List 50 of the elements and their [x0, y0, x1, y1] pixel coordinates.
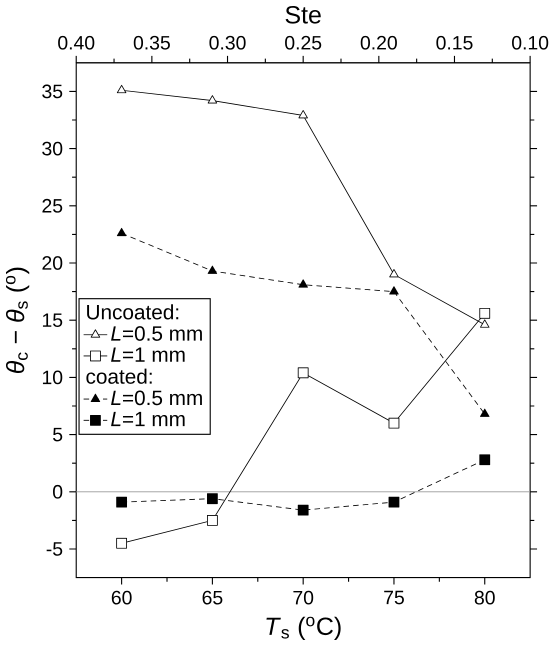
- x-tick-label: 70: [293, 590, 314, 605]
- y-tick-label: 0: [53, 484, 62, 499]
- y-tick-label: 20: [42, 256, 62, 270]
- legend-label: L=1 mm: [111, 347, 185, 362]
- y-axis-title: θ$_{c}$ − θ$_{s}$ ($^{o}$): [6, 268, 30, 374]
- legend-label: L=1 mm: [111, 412, 185, 426]
- point: [389, 286, 399, 295]
- y-tick-label: 25: [42, 198, 62, 213]
- point: [388, 496, 400, 508]
- y-tick-label: 5: [53, 428, 62, 442]
- x-tick-label: 65: [202, 590, 222, 605]
- point: [298, 367, 309, 378]
- y-tick-label: 15: [42, 313, 62, 327]
- x-tick-label: 75: [384, 590, 404, 604]
- annotation: Uncoated:: [87, 304, 178, 320]
- point: [116, 84, 126, 94]
- point: [208, 95, 218, 104]
- point: [388, 418, 400, 429]
- x-tick-label: 60: [112, 590, 132, 605]
- y-tick-label: 30: [42, 142, 62, 156]
- point: [207, 515, 218, 526]
- point: [479, 308, 490, 319]
- x2-tick-label: 0.35: [134, 36, 170, 50]
- point: [116, 538, 128, 549]
- legend-label: L=0.5 mm: [111, 390, 202, 406]
- legend-label: L=0.5 mm: [111, 326, 202, 341]
- point: [298, 279, 308, 288]
- point: [207, 493, 218, 504]
- x2-tick-label: 0.10: [512, 36, 548, 50]
- point: [389, 269, 399, 278]
- annotation: coated:: [86, 368, 152, 384]
- x2-tick-label: 0.25: [285, 36, 322, 50]
- point: [116, 496, 128, 508]
- y-tick-label: -5: [46, 542, 62, 556]
- point: [480, 319, 490, 328]
- x2-axis-title: Ste: [286, 6, 321, 24]
- x-axis-title: T$_{s}$ ($^{o}$C): [266, 616, 341, 640]
- x-tick-label: 80: [474, 590, 495, 605]
- x2-tick-label: 0.20: [360, 36, 397, 50]
- y-tick-label: 35: [42, 84, 62, 98]
- y-tick-label: 10: [42, 370, 62, 384]
- point: [298, 504, 309, 516]
- x2-tick-label: 0.15: [436, 36, 473, 50]
- x2-tick-label: 0.30: [209, 36, 246, 50]
- point: [480, 408, 490, 417]
- point: [298, 110, 308, 118]
- point: [479, 454, 490, 466]
- point: [208, 266, 218, 274]
- point: [116, 228, 126, 236]
- x2-tick-label: 0.40: [58, 36, 94, 50]
